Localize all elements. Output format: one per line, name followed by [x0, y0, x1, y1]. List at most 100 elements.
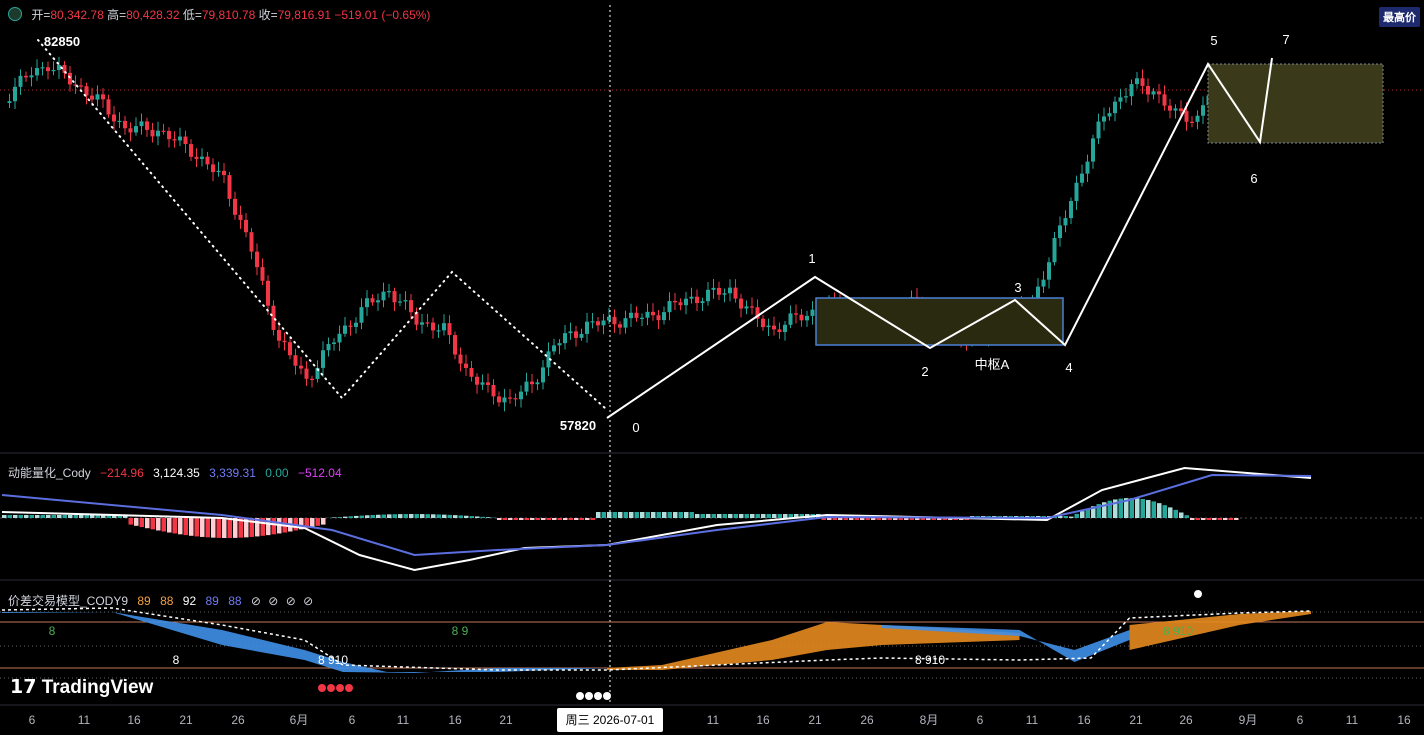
candle-body	[1146, 85, 1150, 95]
macd-bar	[1217, 518, 1222, 520]
macd-bar	[1168, 507, 1173, 518]
macd-bar	[937, 518, 942, 520]
candle-body	[612, 316, 617, 325]
candle-body	[392, 291, 397, 303]
macd-bar	[722, 514, 727, 518]
macd-bar	[871, 518, 876, 520]
macd-bar	[1228, 518, 1233, 520]
macd-bar	[238, 518, 243, 538]
wave-label-0: 0	[632, 420, 639, 435]
candle-body	[1041, 279, 1046, 287]
candle-body	[1168, 105, 1172, 111]
highest-price-badge[interactable]: 最高价	[1379, 7, 1420, 27]
macd-bar	[480, 516, 485, 518]
target-zone	[1207, 63, 1384, 144]
candle-body	[508, 397, 512, 399]
candle-body	[293, 355, 298, 366]
wave-label-6: 6	[1250, 171, 1257, 186]
x-axis-tick: 6	[977, 713, 984, 727]
candle-body	[733, 287, 738, 299]
macd-bar	[62, 515, 67, 518]
macd-bar	[942, 518, 947, 520]
candle-body	[68, 72, 72, 85]
candle-body	[568, 331, 573, 334]
macd-bar	[1085, 508, 1090, 518]
candle-body	[1052, 238, 1057, 263]
macd-bar	[211, 518, 216, 538]
candle-body	[1135, 78, 1139, 85]
macd-bar	[117, 515, 122, 518]
close-value: 79,816.91	[277, 8, 331, 22]
symbol-status-icon[interactable]	[8, 7, 22, 21]
model-legend[interactable]: 价差交易模型_CODY9 89 88 92 89 88 ⊘ ⊘ ⊘ ⊘	[8, 592, 313, 609]
macd-bar	[689, 512, 694, 518]
candle-body	[750, 306, 754, 308]
macd-bar	[904, 518, 909, 520]
macd-v2: 3,124.35	[153, 466, 200, 480]
macd-name: 动能量化_Cody	[8, 466, 91, 480]
candle-body	[1201, 105, 1205, 116]
candle-body	[354, 322, 358, 327]
candle-body	[332, 342, 336, 344]
macd-bar	[354, 515, 359, 518]
candle-body	[728, 287, 732, 294]
macd-bar	[827, 518, 832, 520]
candle-body	[95, 94, 100, 100]
tradingview-logo[interactable]: 𝟭𝟳 TradingView	[10, 676, 153, 699]
macd-bar	[145, 518, 150, 529]
macd-bar	[453, 515, 458, 518]
candle-body	[1113, 101, 1117, 114]
ohlc-header: 开=80,342.78 高=80,428.32 低=79,810.78 收=79…	[8, 6, 430, 23]
candle-body	[651, 311, 655, 316]
macd-bar	[865, 518, 870, 520]
crosshair-date-label: 周三 2026-07-01	[557, 708, 663, 732]
macd-bar	[678, 512, 683, 518]
candle-body	[211, 164, 215, 173]
open-value: 80,342.78	[50, 8, 104, 22]
candle-body	[255, 251, 259, 268]
macd-bar	[1113, 499, 1118, 518]
candle-body	[662, 312, 666, 321]
macd-bar	[101, 515, 106, 518]
macd-bar	[1195, 518, 1200, 520]
macd-bar	[414, 514, 419, 518]
candle-body	[84, 86, 89, 96]
model-v7: ⊘	[268, 594, 279, 608]
macd-bar	[695, 514, 700, 518]
candle-body	[552, 345, 556, 352]
macd-bar	[304, 518, 309, 529]
macd-bar	[931, 518, 936, 520]
macd-bar	[634, 512, 639, 518]
wave-label-1: 1	[808, 251, 815, 266]
model-label: 8 9	[452, 624, 469, 638]
candle-body	[739, 298, 743, 309]
candle-body	[805, 315, 809, 321]
macd-bar	[684, 512, 689, 518]
macd-bar	[167, 518, 172, 533]
macd-bar	[772, 514, 777, 518]
candle-body	[667, 301, 672, 313]
candle-body	[1047, 262, 1051, 280]
macd-bar	[640, 512, 645, 518]
candle-body	[370, 298, 375, 303]
macd-bar	[255, 518, 260, 537]
low-label: 低=	[182, 8, 202, 22]
macd-legend[interactable]: 动能量化_Cody −214.96 3,124.35 3,339.31 0.00…	[8, 464, 342, 481]
macd-bar	[887, 518, 892, 520]
macd-bar	[398, 514, 403, 518]
candle-body	[112, 114, 116, 122]
candle-body	[238, 214, 243, 220]
x-axis-tick: 21	[179, 713, 193, 727]
macd-bar	[1124, 498, 1129, 518]
candle-body	[376, 300, 380, 303]
macd-bar	[568, 518, 573, 520]
candle-body	[409, 300, 413, 313]
macd-bar	[601, 512, 606, 518]
candle-body	[365, 298, 369, 308]
candle-body	[524, 381, 529, 392]
candle-body	[480, 382, 485, 385]
macd-bar	[475, 516, 480, 518]
macd-bar	[24, 515, 29, 518]
macd-bar	[1135, 498, 1140, 518]
